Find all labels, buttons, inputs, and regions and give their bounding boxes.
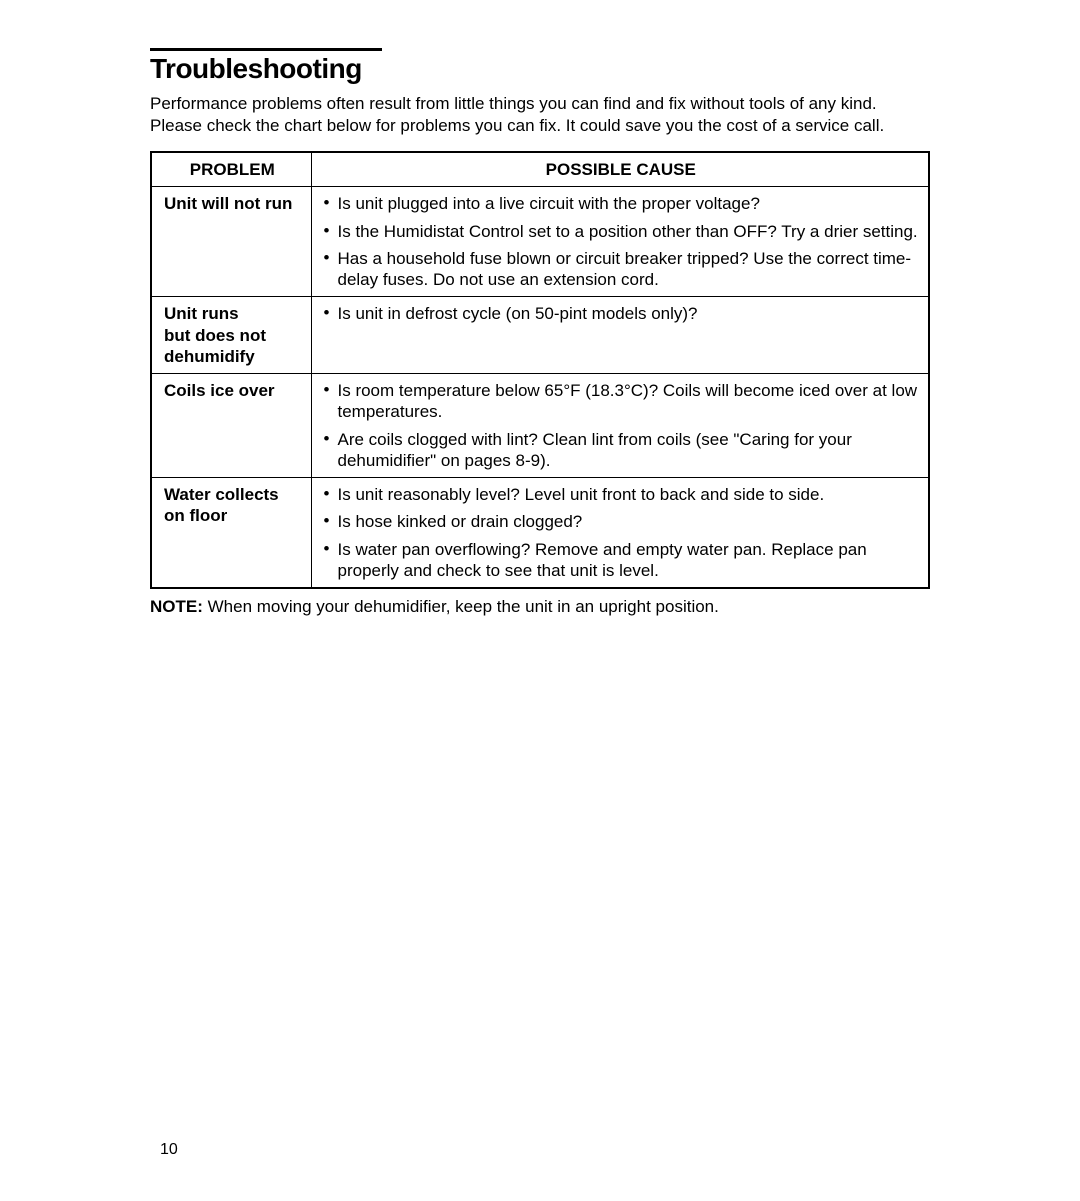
- cause-cell: Is unit reasonably level? Level unit fro…: [311, 478, 929, 589]
- note: NOTE: When moving your dehumidifier, kee…: [150, 597, 930, 617]
- page: Troubleshooting Performance problems oft…: [0, 0, 1080, 1201]
- cause-list: Is room temperature below 65°F (18.3°C)?…: [324, 380, 919, 471]
- cause-item: Is water pan overflowing? Remove and emp…: [324, 539, 919, 582]
- note-label: NOTE:: [150, 597, 203, 616]
- table-row: Water collects on floor Is unit reasonabl…: [151, 478, 929, 589]
- table-header-row: PROBLEM POSSIBLE CAUSE: [151, 152, 929, 187]
- table-body: Unit will not run Is unit plugged into a …: [151, 187, 929, 588]
- cause-item: Has a household fuse blown or circuit br…: [324, 248, 919, 291]
- troubleshoot-table: PROBLEM POSSIBLE CAUSE Unit will not run…: [150, 151, 930, 589]
- cause-item: Is unit reasonably level? Level unit fro…: [324, 484, 919, 505]
- page-number: 10: [160, 1141, 178, 1159]
- table-row: Unit runs but does not dehumidify Is unit…: [151, 297, 929, 374]
- cause-cell: Is room temperature below 65°F (18.3°C)?…: [311, 374, 929, 478]
- title-rule: [150, 48, 382, 51]
- cause-list: Is unit in defrost cycle (on 50-pint mod…: [324, 303, 919, 324]
- page-title: Troubleshooting: [150, 53, 930, 85]
- cause-item: Is unit in defrost cycle (on 50-pint mod…: [324, 303, 919, 324]
- note-text: When moving your dehumidifier, keep the …: [203, 597, 719, 616]
- cause-item: Are coils clogged with lint? Clean lint …: [324, 429, 919, 472]
- table-row: Unit will not run Is unit plugged into a …: [151, 187, 929, 297]
- cause-cell: Is unit in defrost cycle (on 50-pint mod…: [311, 297, 929, 374]
- header-problem: PROBLEM: [151, 152, 311, 187]
- problem-cell: Unit runs but does not dehumidify: [151, 297, 311, 374]
- cause-item: Is hose kinked or drain clogged?: [324, 511, 919, 532]
- problem-cell: Coils ice over: [151, 374, 311, 478]
- cause-cell: Is unit plugged into a live circuit with…: [311, 187, 929, 297]
- intro-paragraph: Performance problems often result from l…: [150, 93, 930, 137]
- problem-cell: Water collects on floor: [151, 478, 311, 589]
- header-cause: POSSIBLE CAUSE: [311, 152, 929, 187]
- cause-item: Is unit plugged into a live circuit with…: [324, 193, 919, 214]
- cause-list: Is unit reasonably level? Level unit fro…: [324, 484, 919, 581]
- cause-item: Is the Humidistat Control set to a posit…: [324, 221, 919, 242]
- problem-cell: Unit will not run: [151, 187, 311, 297]
- table-row: Coils ice over Is room temperature below …: [151, 374, 929, 478]
- cause-list: Is unit plugged into a live circuit with…: [324, 193, 919, 290]
- cause-item: Is room temperature below 65°F (18.3°C)?…: [324, 380, 919, 423]
